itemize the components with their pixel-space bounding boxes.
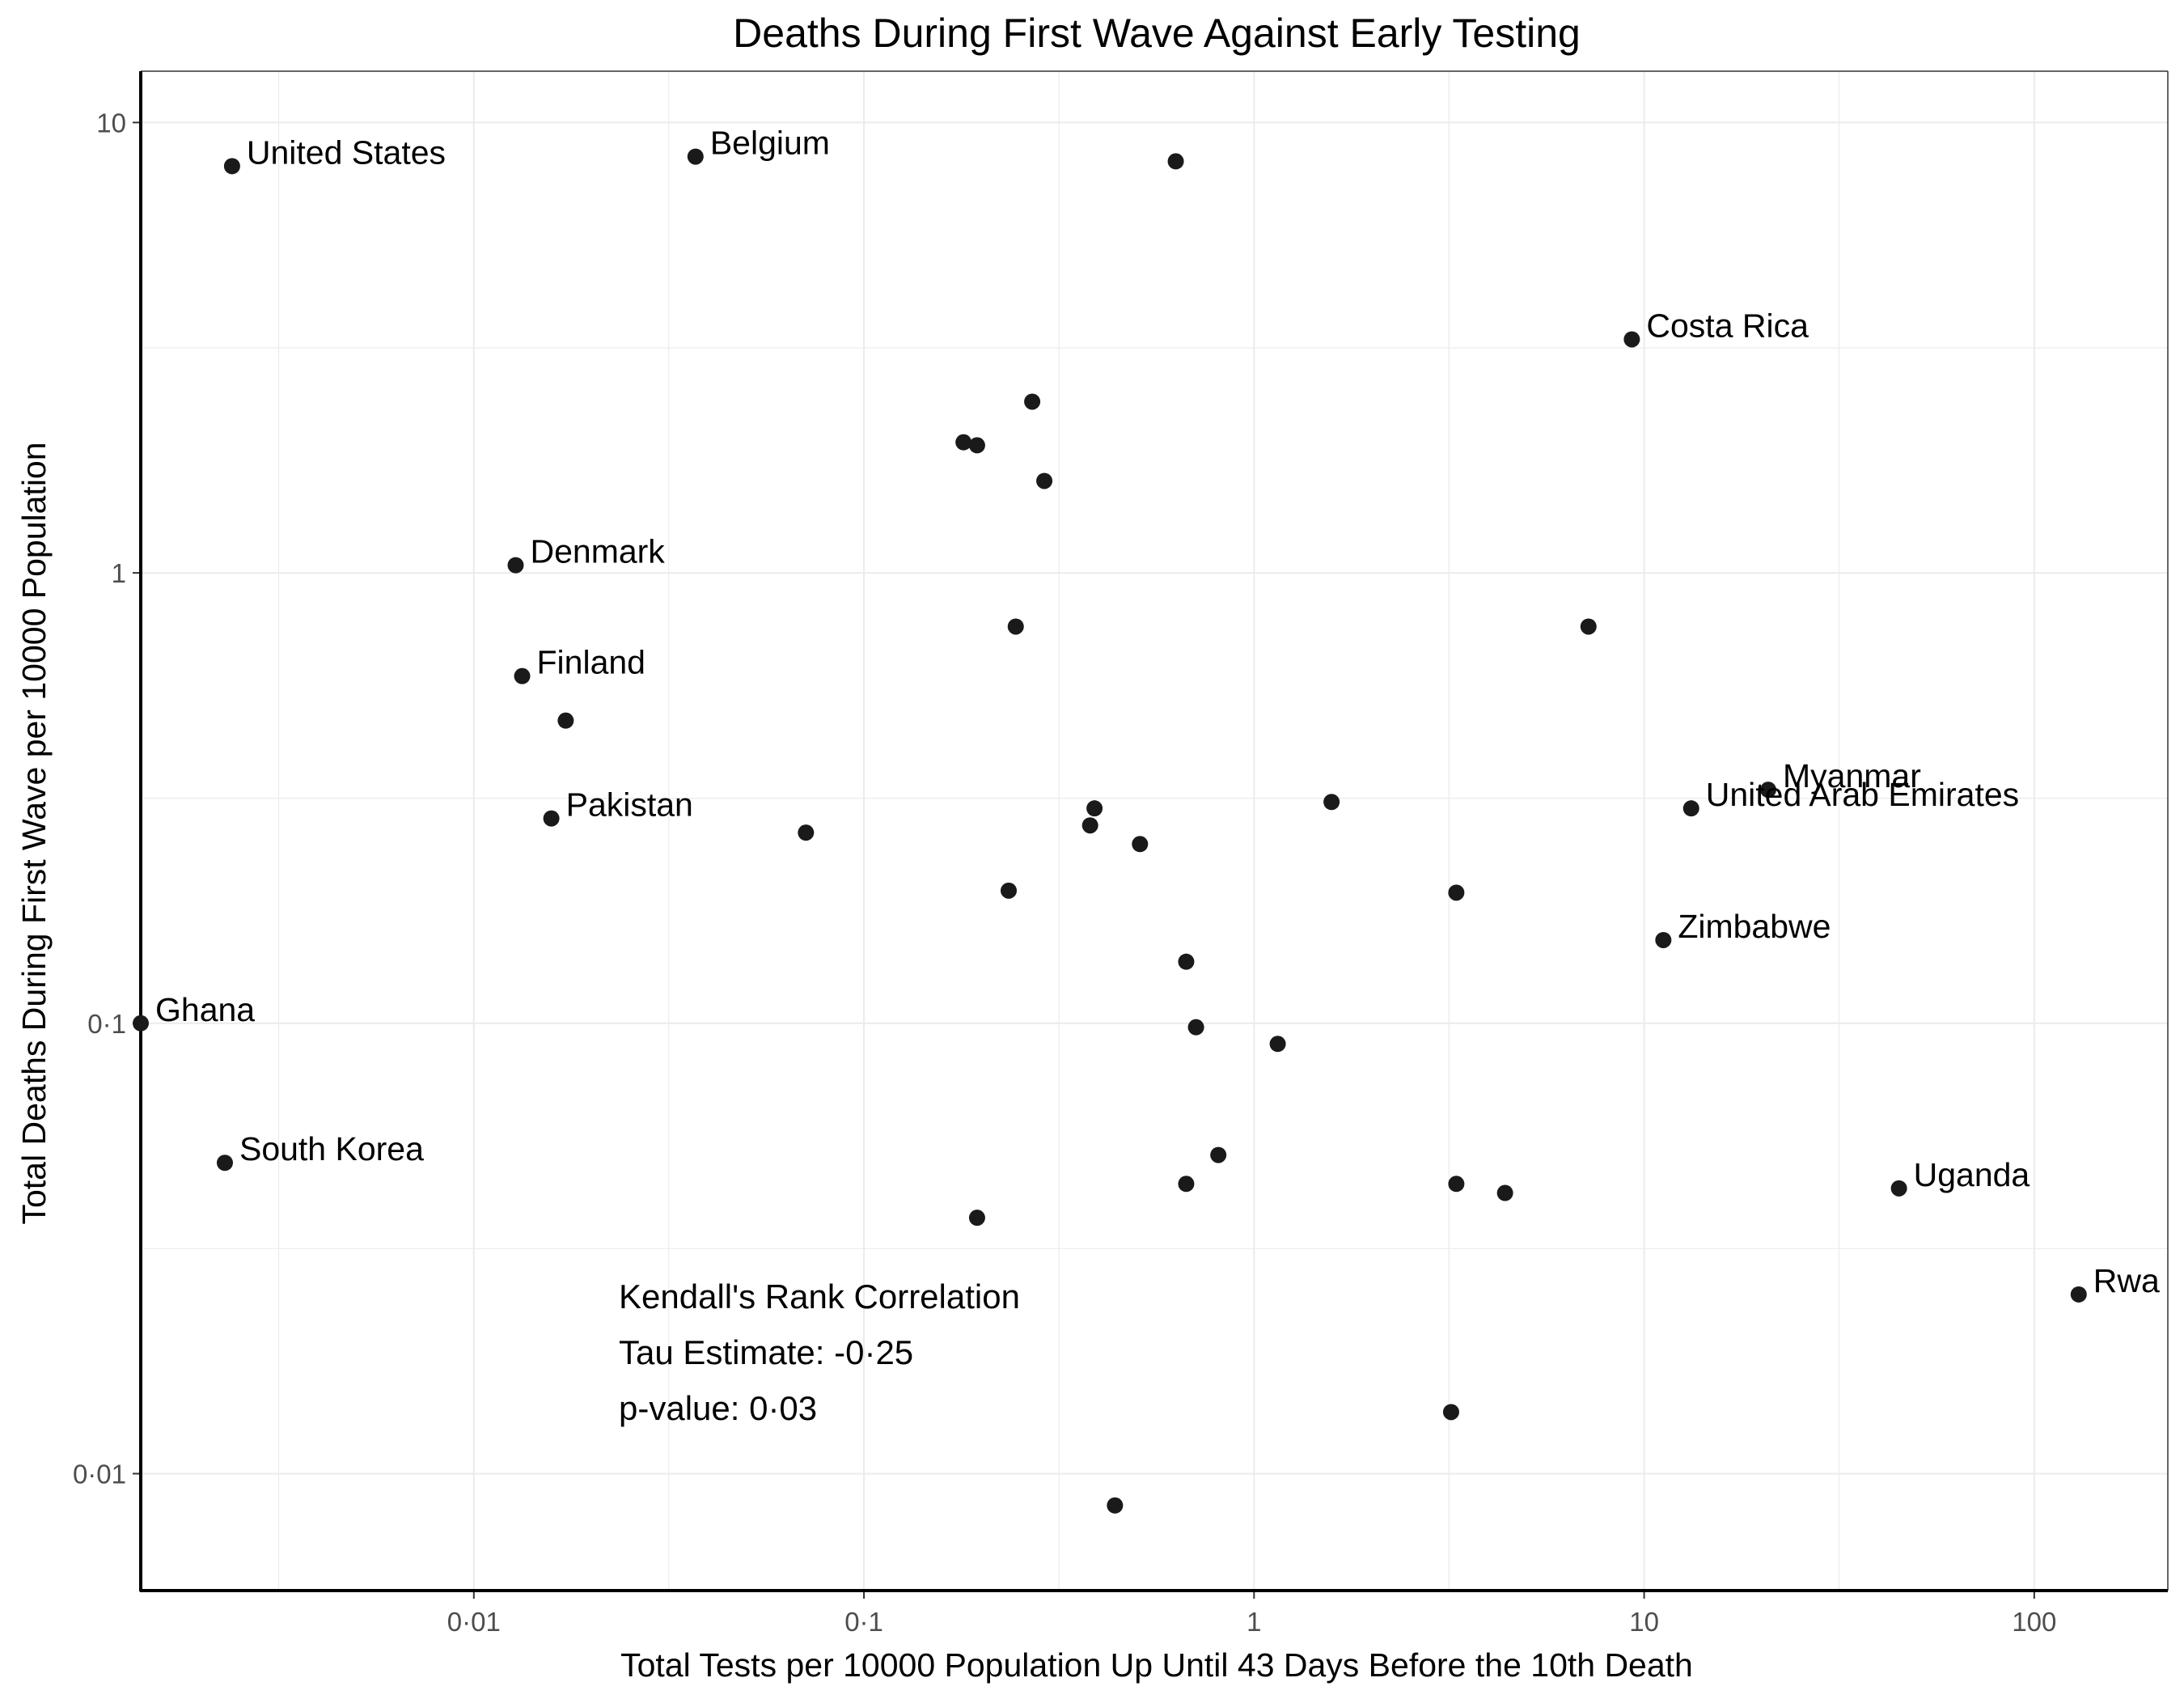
data-point: [514, 667, 531, 684]
y-tick-label: 0·01: [73, 1459, 126, 1489]
data-point: [1442, 1404, 1459, 1421]
x-tick-label: 0·1: [844, 1607, 883, 1637]
data-point: [968, 437, 985, 454]
data-point: [1178, 1176, 1195, 1193]
data-point: [507, 557, 524, 574]
data-point: [543, 810, 560, 827]
data-point: [1496, 1184, 1513, 1201]
data-point: [1024, 393, 1041, 410]
y-tick-label: 10: [96, 108, 126, 138]
point-label: Zimbabwe: [1678, 908, 1831, 945]
data-point: [1086, 800, 1103, 817]
data-point: [1001, 882, 1018, 899]
y-axis: 0·01 0·1 1 10: [73, 71, 142, 1591]
kendall-annotation: Kendall's Rank Correlation Tau Estimate:…: [619, 1277, 1020, 1427]
data-point: [1107, 1497, 1124, 1514]
point-label: Finland: [537, 644, 645, 681]
y-tick-label: 1: [112, 558, 126, 588]
data-point: [2070, 1286, 2087, 1303]
data-point: [1655, 931, 1672, 948]
grid: [141, 70, 2169, 1591]
data-point: [1759, 782, 1776, 799]
point-label: Ghana: [155, 991, 255, 1028]
data-point: [1448, 1176, 1465, 1193]
point-label: Rwa: [2093, 1262, 2160, 1299]
y-tick-label: 0·1: [87, 1009, 126, 1039]
annotation-line-3: p-value: 0·03: [619, 1389, 817, 1427]
data-point: [1682, 800, 1699, 817]
data-point: [1269, 1036, 1286, 1053]
data-point: [1007, 618, 1024, 635]
data-point: [1448, 884, 1465, 901]
data-point: [798, 824, 815, 841]
data-point: [1580, 618, 1597, 635]
x-tick-label: 1: [1246, 1607, 1261, 1637]
data-point: [1132, 836, 1149, 853]
x-tick-label: 100: [2012, 1607, 2056, 1637]
data-point: [557, 712, 574, 729]
annotation-line-1: Kendall's Rank Correlation: [619, 1277, 1020, 1316]
data-point: [1081, 817, 1098, 834]
data-point: [133, 1015, 149, 1032]
data-point: [1210, 1146, 1227, 1163]
point-label: South Korea: [239, 1130, 424, 1167]
point-labels: United States Belgium Costa Rica Denmark Fin…: [155, 125, 2160, 1299]
point-label: United States: [247, 133, 446, 171]
annotation-line-2: Tau Estimate: -0·25: [619, 1333, 913, 1371]
x-axis: 0·01 0·1 1 10 100: [140, 1589, 2168, 1637]
data-point: [1167, 153, 1184, 170]
data-point: [955, 434, 972, 451]
data-point: [223, 158, 240, 175]
x-axis-title: Total Tests per 10000 Population Up Unti…: [620, 1646, 1693, 1684]
x-tick-label: 0·01: [447, 1607, 501, 1637]
data-point: [1623, 331, 1640, 348]
data-point: [1890, 1180, 1907, 1197]
point-label: United Arab Emirates: [1706, 776, 2019, 813]
chart-title: Deaths During First Wave Against Early T…: [733, 11, 1581, 56]
point-label: Myanmar: [1783, 757, 1921, 794]
y-axis-title: Total Deaths During First Wave per 10000…: [15, 442, 53, 1224]
data-point: [216, 1155, 233, 1172]
point-label: Costa Rica: [1646, 307, 1809, 344]
data-point: [1187, 1019, 1204, 1036]
point-label: Belgium: [710, 125, 830, 162]
data-point: [1323, 794, 1340, 811]
data-points: [133, 148, 2087, 1514]
data-point: [1036, 472, 1053, 489]
data-point: [968, 1210, 985, 1227]
x-tick-label: 10: [1629, 1607, 1659, 1637]
data-point: [1178, 953, 1195, 970]
point-label: Pakistan: [566, 786, 693, 824]
point-label: Uganda: [1914, 1156, 2030, 1193]
point-label: Denmark: [530, 533, 665, 570]
data-point: [687, 148, 704, 165]
